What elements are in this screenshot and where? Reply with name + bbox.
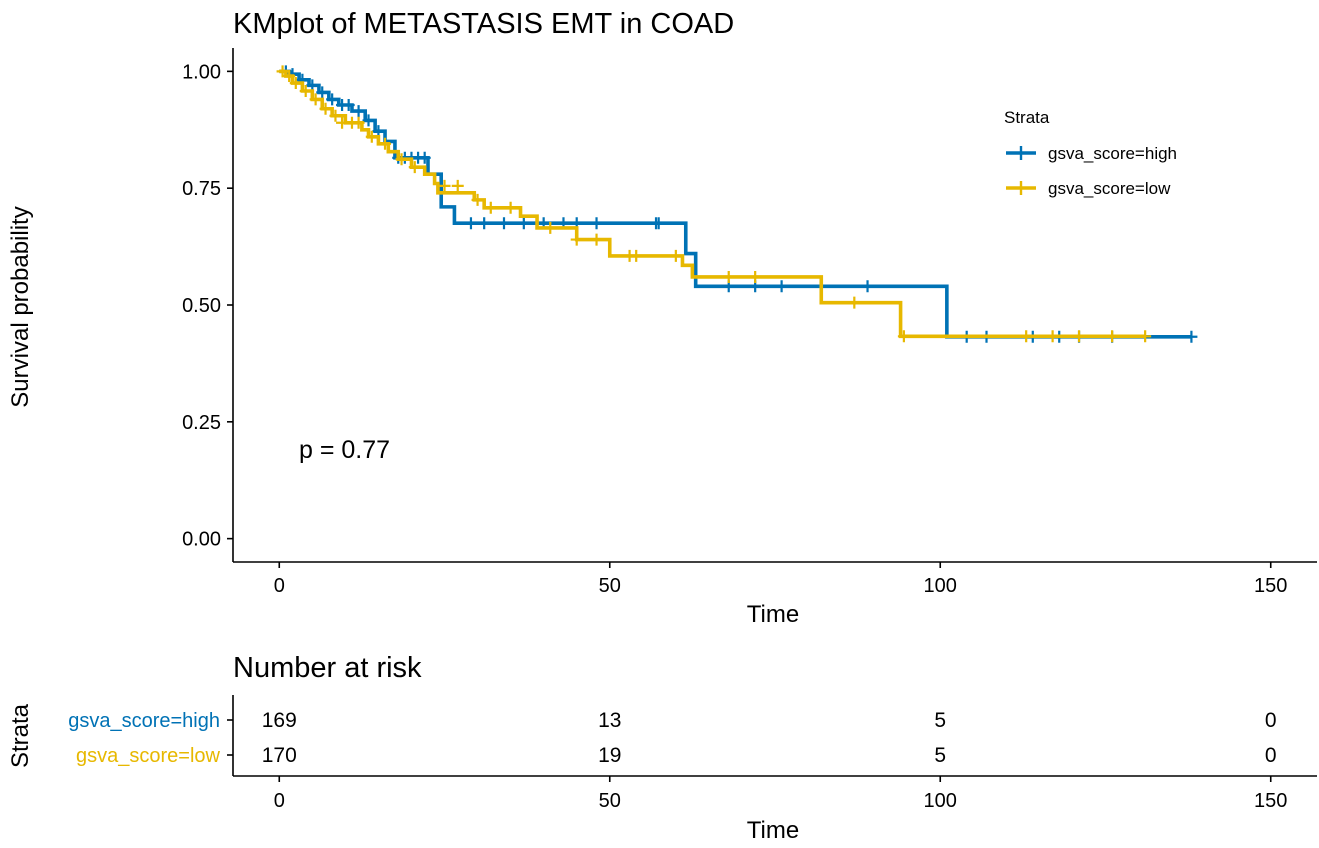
censor-mark [329,109,342,122]
censor-mark [379,137,392,150]
x-tick-label: 150 [1254,575,1287,597]
censor-mark [630,249,643,262]
censor-mark [775,280,788,293]
risk-count: 19 [598,744,621,767]
censor-mark [319,102,332,115]
censor-mark [289,77,302,90]
risk-count: 0 [1265,709,1277,732]
risk-x-tick-label: 100 [924,790,957,812]
risk-x-tick-label: 50 [599,790,621,812]
survival-curve-line [279,69,1192,339]
censor-mark [326,93,339,106]
chart-title: KMplot of METASTASIS EMT in COAD [233,8,734,40]
y-axis-label: Survival probability [7,206,34,407]
censor-mark [590,217,603,230]
x-axis-label: Time [747,601,799,628]
censor-mark [418,151,431,164]
censor-mark [504,201,517,214]
censor-mark [451,179,464,192]
risk-table-title: Number at risk [233,652,422,684]
censor-mark [395,153,408,166]
censor-mark [342,99,355,112]
risk-y-axis-label: Strata [7,703,34,768]
censor-mark [517,217,530,230]
risk-count: 169 [262,709,297,732]
censor-mark [309,93,322,106]
risk-count: 5 [934,709,946,732]
risk-row-low: gsva_score=low 170 19 5 0 [76,744,1277,767]
censor-mark [1185,330,1198,343]
risk-x-tick-label: 150 [1254,790,1287,812]
censor-mark [669,249,682,262]
risk-row-label: gsva_score=high [68,710,220,732]
censor-mark [848,296,861,309]
y-tick-label: 0.00 [182,529,221,551]
censor-mark [590,233,603,246]
x-tick-label: 100 [924,575,957,597]
censor-mark [1046,330,1059,343]
censor-mark [749,270,762,283]
censor-mark [861,280,874,293]
x-tick-label: 0 [274,575,285,597]
risk-count: 0 [1265,744,1277,767]
legend-title: Strata [1004,108,1050,127]
censor-mark [362,114,375,127]
legend: Strata gsva_score=high gsva_score=low [1004,108,1177,198]
censor-mark [316,86,329,99]
risk-row-label: gsva_score=low [76,745,221,767]
censor-mark [352,105,365,118]
series-low [276,65,1152,343]
risk-row-high: gsva_score=high 169 13 5 0 [68,709,1276,732]
x-ticks: 0 50 100 150 [274,562,1287,597]
censor-mark [652,217,665,230]
legend-item-high: gsva_score=high [1006,144,1177,163]
censor-mark [438,179,451,192]
legend-label: gsva_score=high [1048,144,1177,163]
risk-count: 170 [262,744,297,767]
censor-mark [498,217,510,230]
censor-mark [471,193,484,206]
censor-mark [1139,330,1152,343]
censor-mark [478,217,491,230]
censor-mark [283,70,296,83]
survival-plot: 0.00 0.25 0.50 0.75 1.00 0 50 100 150 p = 0.77 [182,48,1317,597]
censor-mark [299,84,312,97]
risk-count: 5 [934,744,946,767]
censor-mark [897,330,910,343]
censor-mark [570,233,583,246]
censor-mark [1073,330,1086,343]
censor-mark [464,217,477,230]
censor-mark [365,130,378,143]
y-tick-label: 0.75 [182,178,221,200]
risk-x-axis-label: Time [747,817,799,844]
censor-mark [1106,330,1119,343]
series-high [279,65,1198,343]
legend-label: gsva_score=low [1048,179,1171,198]
p-value-annotation: p = 0.77 [299,436,390,464]
risk-count: 13 [598,709,621,732]
censor-mark [484,201,497,214]
censor-mark [408,161,421,174]
censor-mark [1020,330,1033,343]
censor-mark [722,270,735,283]
y-ticks: 0.00 0.25 0.50 0.75 1.00 [182,61,233,551]
survival-curves [276,65,1198,343]
censor-mark [276,65,289,78]
x-tick-label: 50 [599,575,621,597]
y-tick-label: 0.50 [182,295,221,317]
risk-x-tick-label: 0 [274,790,285,812]
y-tick-label: 0.25 [182,412,221,434]
legend-item-low: gsva_score=low [1006,179,1171,198]
censor-mark [544,221,557,234]
y-tick-label: 1.00 [182,61,221,83]
censor-mark [352,116,365,129]
